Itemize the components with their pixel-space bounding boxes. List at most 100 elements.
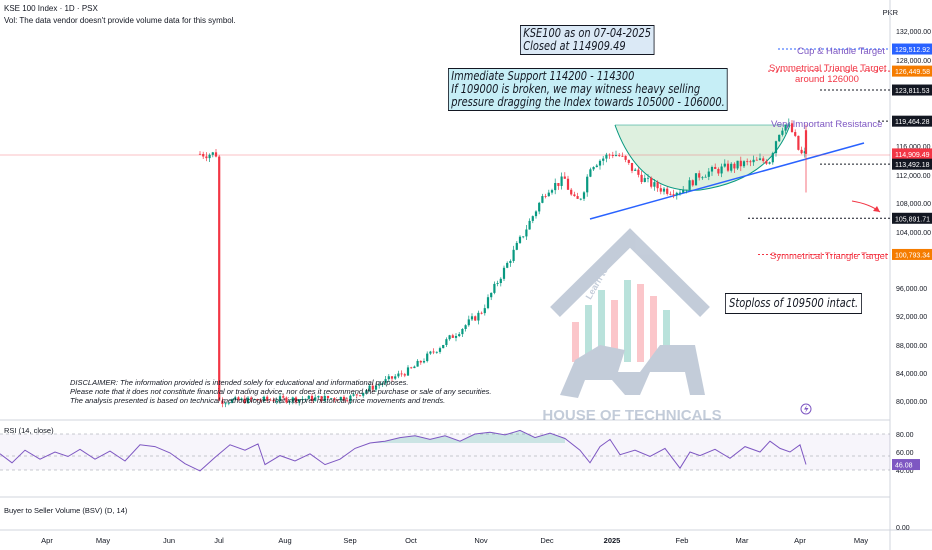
candle bbox=[310, 395, 314, 401]
candle bbox=[406, 367, 410, 376]
candle bbox=[266, 396, 269, 400]
price-label-box bbox=[892, 65, 932, 77]
candle bbox=[230, 399, 234, 403]
candle bbox=[768, 162, 771, 164]
candle bbox=[346, 400, 349, 402]
candle bbox=[634, 169, 637, 171]
candle bbox=[365, 390, 368, 393]
price-tick-label: 128,000.00 bbox=[896, 58, 931, 65]
candle bbox=[755, 159, 758, 161]
candle bbox=[534, 211, 538, 217]
lightning-icon[interactable] bbox=[800, 403, 812, 415]
disclaimer-line-3: The analysis presented is based on techn… bbox=[70, 396, 446, 405]
price-tick-label: 96,000.00 bbox=[896, 286, 927, 293]
candle bbox=[707, 171, 710, 177]
close-callout-line-2: Closed at 114909.49 bbox=[523, 39, 626, 53]
candle bbox=[451, 335, 454, 338]
price-tick-label: 132,000.00 bbox=[896, 29, 931, 36]
candle bbox=[787, 123, 790, 125]
price-label-box bbox=[892, 212, 932, 224]
rsi-pane bbox=[0, 429, 890, 472]
support-callout: Immediate Support 114200 - 114300 If 109… bbox=[448, 68, 729, 111]
candle bbox=[765, 161, 768, 164]
candle bbox=[704, 176, 707, 178]
candle bbox=[502, 267, 506, 279]
stoploss-callout: Stoploss of 109500 intact. bbox=[725, 293, 863, 314]
candle bbox=[432, 351, 435, 353]
candle bbox=[221, 400, 224, 404]
candle bbox=[733, 163, 736, 169]
price-label-box bbox=[892, 248, 932, 260]
candle bbox=[509, 260, 512, 263]
candle bbox=[323, 395, 326, 402]
candle bbox=[378, 384, 381, 386]
candle bbox=[576, 196, 579, 199]
candle bbox=[573, 194, 576, 197]
candle bbox=[538, 202, 541, 212]
candle bbox=[208, 154, 211, 159]
sym-tri-upper-label-1: Symmetrical Triangle Target bbox=[769, 63, 887, 74]
candle bbox=[723, 163, 726, 167]
candle bbox=[714, 166, 717, 169]
price-tick-label: 84,000.00 bbox=[896, 371, 927, 378]
candle bbox=[285, 397, 288, 403]
price-label-text: 123,811.53 bbox=[895, 88, 930, 95]
candle bbox=[362, 392, 365, 396]
volume-note: Vol: The data vendor doesn't provide vol… bbox=[4, 16, 236, 25]
sym-tri-upper-label-2: around 126000 bbox=[795, 74, 859, 85]
price-label-text: 114,909.49 bbox=[895, 152, 930, 159]
candle bbox=[781, 130, 784, 135]
candle bbox=[467, 319, 470, 326]
time-tick-label: Apr bbox=[794, 536, 806, 545]
time-tick-label: Jul bbox=[214, 536, 224, 545]
candle bbox=[570, 189, 573, 195]
candle bbox=[720, 166, 723, 174]
disclaimer-line-1: DISCLAIMER: The information provided is … bbox=[70, 378, 409, 387]
candle bbox=[464, 325, 467, 330]
candle bbox=[698, 173, 701, 178]
candle bbox=[804, 130, 808, 154]
candle bbox=[675, 192, 678, 196]
candle bbox=[278, 396, 282, 402]
time-tick-label: 2025 bbox=[604, 536, 621, 545]
candle bbox=[342, 396, 346, 401]
price-label-text: 113,492.18 bbox=[895, 162, 930, 169]
candle bbox=[256, 399, 259, 401]
candle bbox=[758, 158, 762, 160]
candle bbox=[800, 149, 803, 154]
candle bbox=[438, 348, 442, 352]
bsv-zero-tick: 0.00 bbox=[896, 525, 910, 532]
candle bbox=[474, 316, 477, 321]
candle bbox=[656, 182, 659, 189]
candle bbox=[314, 397, 317, 401]
candle bbox=[413, 366, 416, 369]
candle bbox=[410, 367, 413, 369]
support-line-1: Immediate Support 114200 - 114300 bbox=[451, 69, 635, 83]
candle bbox=[608, 154, 611, 156]
rsi-tick-label: 40.00 bbox=[896, 468, 914, 475]
candle bbox=[528, 220, 531, 230]
candle bbox=[368, 385, 371, 391]
rsi-tick-label: 60.00 bbox=[896, 450, 914, 457]
candle bbox=[611, 154, 614, 156]
candle bbox=[454, 335, 458, 338]
candle bbox=[448, 335, 451, 340]
candle bbox=[650, 177, 653, 187]
candle bbox=[387, 376, 390, 380]
candle bbox=[797, 135, 800, 150]
candle bbox=[778, 134, 781, 142]
candle bbox=[637, 169, 640, 175]
candle bbox=[320, 396, 323, 402]
candle bbox=[784, 124, 787, 131]
candle bbox=[605, 154, 608, 159]
candle bbox=[390, 376, 394, 379]
candle bbox=[803, 151, 806, 154]
watermark-text: HOUSE OF TECHNICALS bbox=[542, 407, 721, 424]
candle bbox=[762, 158, 765, 162]
candle bbox=[554, 182, 557, 191]
candle bbox=[771, 153, 774, 163]
candle bbox=[371, 385, 374, 390]
candle bbox=[582, 192, 586, 199]
candle bbox=[384, 379, 387, 384]
